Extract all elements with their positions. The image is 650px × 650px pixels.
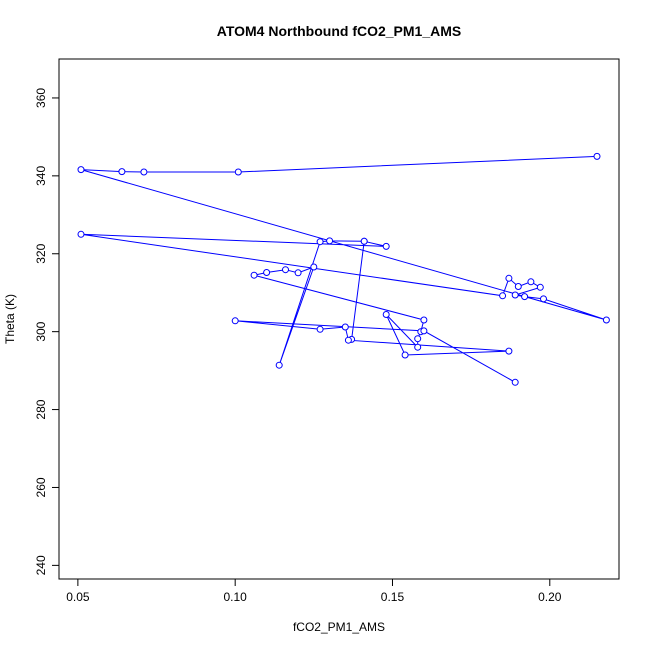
data-point bbox=[505, 347, 513, 355]
data-point bbox=[77, 230, 85, 238]
data-point bbox=[231, 317, 239, 325]
data-point bbox=[382, 242, 390, 250]
data-point bbox=[536, 283, 544, 291]
data-point bbox=[326, 237, 334, 245]
data-point bbox=[140, 168, 148, 176]
data-point bbox=[294, 269, 302, 277]
data-point bbox=[499, 292, 507, 300]
y-tick-label: 280 bbox=[34, 399, 48, 419]
y-tick-label: 340 bbox=[34, 166, 48, 186]
data-point bbox=[341, 323, 349, 331]
data-point bbox=[505, 274, 513, 282]
x-axis-label: fCO2_PM1_AMS bbox=[293, 620, 385, 634]
y-tick-label: 240 bbox=[34, 555, 48, 575]
data-point bbox=[360, 237, 368, 245]
data-point bbox=[77, 166, 85, 174]
data-point bbox=[420, 316, 428, 324]
y-tick-label: 360 bbox=[34, 88, 48, 108]
data-point bbox=[275, 361, 283, 369]
data-point bbox=[316, 238, 324, 246]
data-point bbox=[511, 378, 519, 386]
y-tick-label: 320 bbox=[34, 243, 48, 263]
x-tick-label: 0.05 bbox=[66, 590, 90, 604]
data-point bbox=[540, 295, 547, 303]
data-point bbox=[414, 343, 422, 351]
y-axis: 240 260 280 300 320 340 360 bbox=[34, 88, 59, 575]
data-point bbox=[263, 269, 271, 276]
data-point bbox=[310, 263, 318, 271]
x-tick-label: 0.15 bbox=[381, 590, 405, 604]
data-point bbox=[401, 351, 409, 359]
data-point bbox=[316, 325, 324, 333]
series-layer bbox=[77, 152, 610, 386]
data-point bbox=[234, 168, 242, 176]
data-point bbox=[414, 335, 422, 343]
x-tick-label: 0.20 bbox=[538, 590, 562, 604]
series-line bbox=[80, 155, 607, 383]
data-point bbox=[521, 293, 529, 301]
data-point bbox=[514, 283, 522, 290]
data-point bbox=[420, 327, 428, 335]
data-point bbox=[344, 336, 352, 344]
data-point bbox=[282, 266, 289, 274]
y-tick-label: 300 bbox=[34, 321, 48, 341]
plot-frame bbox=[58, 58, 620, 580]
data-point bbox=[511, 291, 519, 299]
data-point bbox=[602, 316, 610, 324]
data-point bbox=[593, 152, 601, 160]
data-point bbox=[527, 278, 535, 286]
data-point bbox=[250, 271, 258, 279]
data-point bbox=[382, 311, 390, 318]
chart-title: ATOM4 Northbound fCO2_PM1_AMS bbox=[217, 23, 462, 39]
x-tick-label: 0.10 bbox=[224, 590, 248, 604]
data-point bbox=[118, 168, 126, 176]
x-axis: 0.05 0.10 0.15 0.20 bbox=[66, 579, 562, 604]
y-axis-label: Theta (K) bbox=[3, 294, 17, 344]
y-tick-label: 260 bbox=[34, 477, 48, 497]
